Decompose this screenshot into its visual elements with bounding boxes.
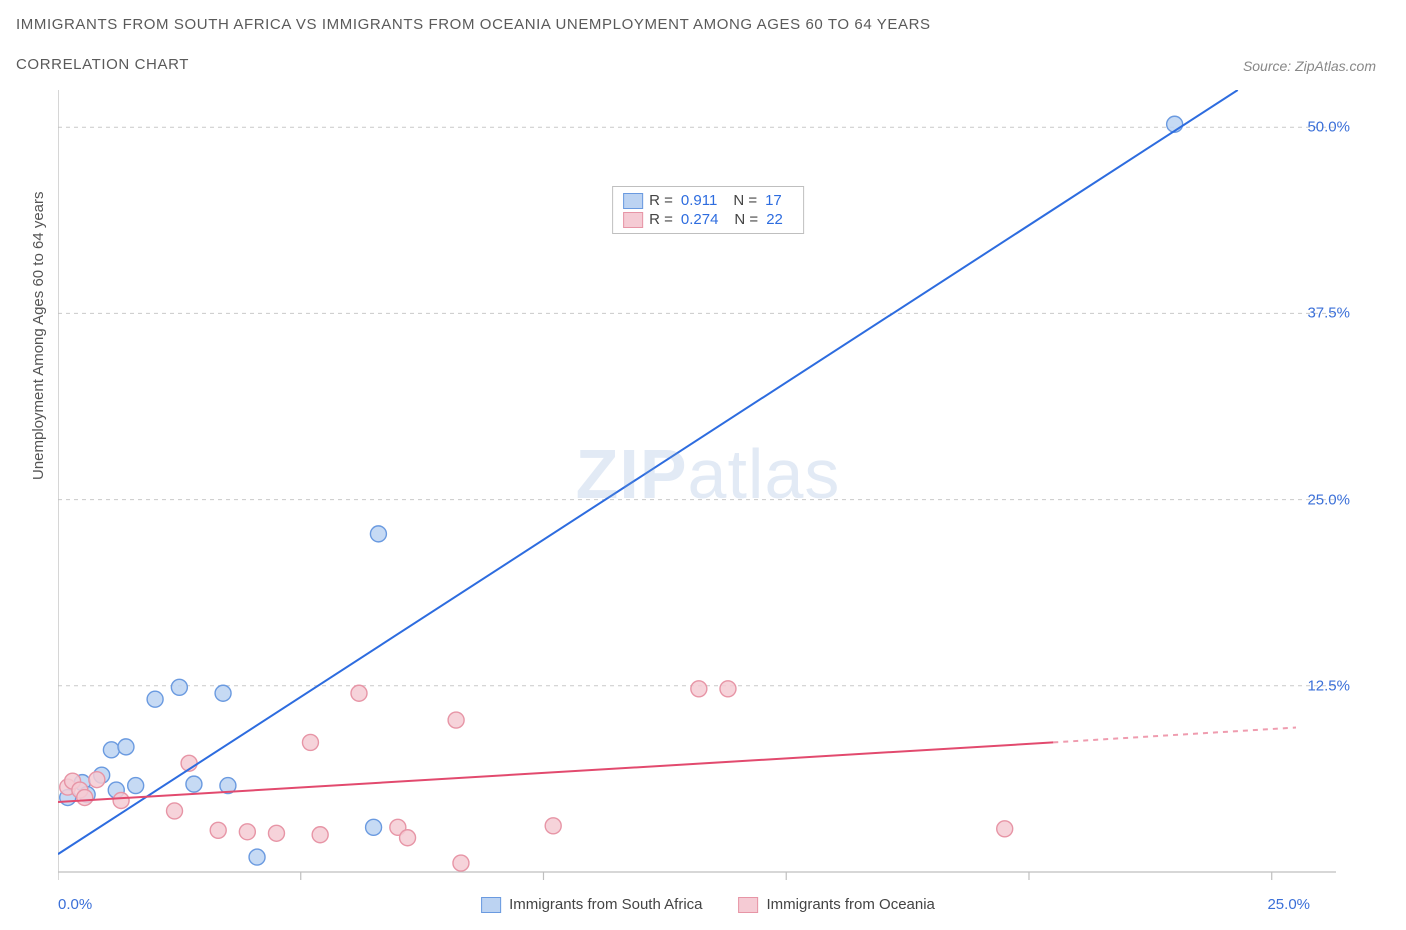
y-tick-label: 37.5% [1307, 305, 1350, 322]
y-tick-label: 12.5% [1307, 677, 1350, 694]
chart-area: ZIPatlas 12.5%25.0%37.5%50.0% 0.0%25.0% … [58, 90, 1358, 890]
y-tick-label: 25.0% [1307, 491, 1350, 508]
chart-title: IMMIGRANTS FROM SOUTH AFRICA VS IMMIGRAN… [16, 16, 931, 33]
legend-n-label: N = [733, 192, 757, 209]
chart-subtitle: CORRELATION CHART [16, 56, 189, 73]
legend-bottom-label-oc: Immigrants from Oceania [767, 896, 935, 913]
y-tick-label: 50.0% [1307, 119, 1350, 136]
legend-top-row-sa: R = 0.911 N = 17 [623, 191, 793, 210]
x-tick-label: 0.0% [58, 896, 92, 913]
legend-r-label: R = [649, 192, 673, 209]
legend-bottom-swatch-oc [739, 897, 759, 913]
x-tick-label: 25.0% [1267, 896, 1310, 913]
legend-top: R = 0.911 N = 17 R = 0.274 N = 22 [612, 186, 804, 234]
legend-bottom-label-sa: Immigrants from South Africa [509, 896, 702, 913]
y-axis-label: Unemployment Among Ages 60 to 64 years [30, 191, 47, 480]
legend-r-label: R = [649, 211, 673, 228]
source-label: Source: ZipAtlas.com [1243, 58, 1376, 74]
legend-n-label: N = [734, 211, 758, 228]
legend-top-row-oc: R = 0.274 N = 22 [623, 210, 793, 229]
legend-bottom-item-sa: Immigrants from South Africa [481, 896, 702, 913]
legend-bottom-item-oc: Immigrants from Oceania [739, 896, 935, 913]
legend-swatch-sa [623, 193, 643, 209]
legend-r-value-oc: 0.274 [681, 211, 719, 228]
legend-swatch-oc [623, 212, 643, 228]
chart-container: IMMIGRANTS FROM SOUTH AFRICA VS IMMIGRAN… [0, 0, 1406, 930]
legend-r-value-sa: 0.911 [681, 192, 717, 209]
legend-bottom: Immigrants from South Africa Immigrants … [481, 896, 935, 913]
legend-bottom-swatch-sa [481, 897, 501, 913]
legend-n-value-oc: 22 [766, 211, 783, 228]
legend-n-value-sa: 17 [765, 192, 782, 209]
